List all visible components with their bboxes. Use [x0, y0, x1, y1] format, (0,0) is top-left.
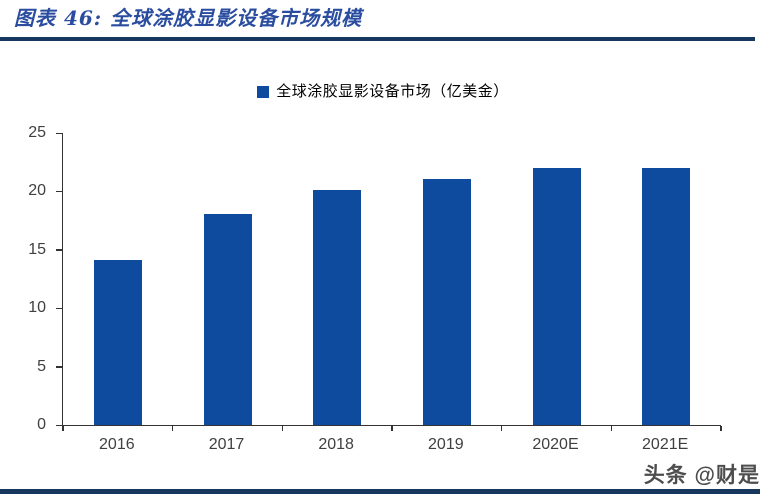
x-axis-tick — [62, 426, 64, 431]
chart-legend: 全球涂胶显影设备市场（亿美金） — [0, 84, 766, 99]
x-axis-tick — [391, 426, 393, 431]
y-axis-label: 0 — [37, 416, 46, 433]
title-divider-rule — [0, 37, 755, 41]
bar-2017 — [203, 213, 252, 425]
y-axis-tick — [56, 424, 62, 426]
x-axis-label-2017: 2017 — [208, 436, 245, 453]
y-axis-tick — [56, 307, 62, 310]
y-axis-tick — [56, 190, 62, 193]
x-axis-label-2018: 2018 — [318, 436, 354, 453]
bar-2019 — [422, 178, 471, 425]
y-axis-label: 15 — [28, 240, 46, 258]
bar-2016 — [93, 260, 142, 425]
y-axis-label: 10 — [28, 299, 46, 317]
x-axis-tick — [720, 426, 722, 431]
y-axis-label: 20 — [28, 182, 46, 200]
bar-2018 — [313, 190, 362, 425]
x-axis-label-2021E: 2021E — [642, 436, 689, 453]
legend-label: 全球涂胶显影设备市场（亿美金） — [276, 83, 509, 100]
x-axis-tick — [500, 426, 503, 431]
y-axis-tick — [56, 366, 62, 368]
x-axis-label-2016: 2016 — [99, 436, 135, 453]
figure-title: 图表 46: 全球涂胶显影设备市场规模 — [14, 6, 363, 30]
x-axis-tick — [281, 426, 284, 431]
x-axis-tick — [610, 426, 613, 431]
footer-bar — [0, 489, 760, 494]
x-axis-label-2019: 2019 — [428, 436, 464, 453]
bar-chart-plot-area — [56, 132, 722, 431]
legend-swatch-icon — [257, 85, 270, 98]
y-axis-label: 25 — [28, 124, 46, 141]
y-axis-tick — [56, 249, 62, 251]
x-axis-label-2020E: 2020E — [532, 436, 579, 453]
bar-2021E — [642, 168, 691, 425]
bar-2020E — [532, 168, 581, 425]
x-axis-tick — [171, 426, 174, 431]
y-axis-tick — [56, 132, 62, 134]
y-axis-label: 5 — [37, 357, 46, 375]
watermark-text: 头条 @财是 — [643, 464, 760, 487]
